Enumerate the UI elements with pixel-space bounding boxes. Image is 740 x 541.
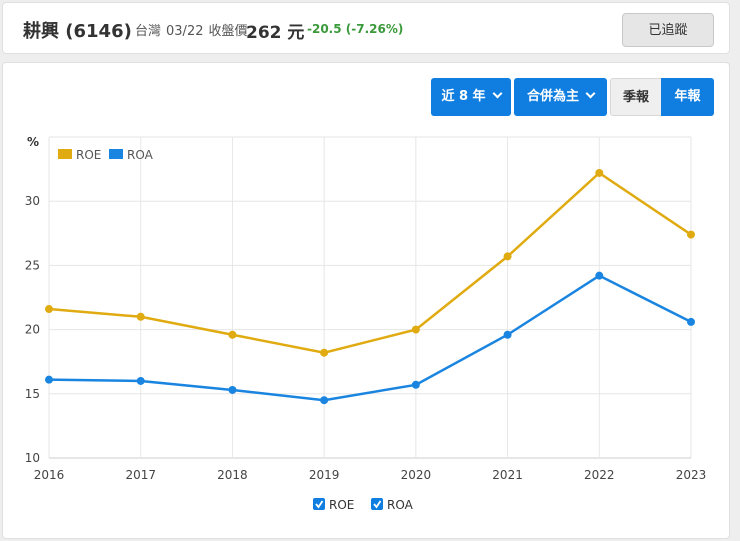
follow-button[interactable]: 已追蹤 xyxy=(622,13,714,47)
roe-series-line xyxy=(48,171,692,354)
roa-legend-swatch xyxy=(109,149,123,159)
closing-price: 262 元 xyxy=(246,23,305,43)
roa-data-point[interactable] xyxy=(503,330,512,339)
stock-header: 耕興 (6146) 台灣 03/22 收盤價 262 元 -20.5 (-7.26%… xyxy=(2,2,730,54)
roe-data-point[interactable] xyxy=(687,230,695,239)
x-tick-label: 2018 xyxy=(217,468,248,482)
roe-data-point[interactable] xyxy=(45,305,53,314)
quarterly-tab[interactable]: 季報 xyxy=(610,78,662,116)
roe-data-point[interactable] xyxy=(136,312,145,321)
roa-data-point[interactable] xyxy=(595,271,604,280)
roa-data-point[interactable] xyxy=(228,385,237,394)
roe-data-point[interactable] xyxy=(320,348,329,357)
consolidation-label: 合併為主 xyxy=(526,89,579,104)
market-label: 台灣 xyxy=(135,24,162,39)
y-tick-label: 30 xyxy=(25,194,40,208)
y-tick-label: 25 xyxy=(25,258,40,272)
x-tick-label: 2021 xyxy=(492,468,523,482)
roa-series-line xyxy=(48,274,692,402)
checkbox-box[interactable] xyxy=(371,498,383,510)
roe-toggle-checkbox[interactable]: ROE xyxy=(313,498,354,512)
roe-data-point[interactable] xyxy=(228,330,237,339)
stock-name: 耕興 (6146) xyxy=(23,21,132,42)
roe-data-point[interactable] xyxy=(411,325,420,334)
roe-data-point[interactable] xyxy=(595,168,604,177)
price-date: 03/22 xyxy=(166,24,204,39)
price-change: -20.5 (-7.26%) xyxy=(307,22,404,36)
checkmark-icon xyxy=(315,500,324,509)
checkbox-box[interactable] xyxy=(313,498,325,510)
roa-toggle-checkbox[interactable]: ROA xyxy=(371,498,414,512)
checkmark-icon xyxy=(373,500,382,509)
x-tick-label: 2023 xyxy=(676,468,707,482)
y-axis-unit: % xyxy=(27,135,39,149)
roa-data-point[interactable] xyxy=(45,375,53,384)
roe-legend-swatch xyxy=(58,149,72,159)
roe-toggle-label: ROE xyxy=(329,498,354,512)
x-tick-label: 2016 xyxy=(34,468,65,482)
consolidation-dropdown[interactable]: 合併為主 xyxy=(514,78,607,116)
y-tick-label: 20 xyxy=(25,323,40,337)
period-label: 近 8 年 xyxy=(441,89,486,104)
y-tick-label: 15 xyxy=(25,387,40,401)
price-label: 收盤價 xyxy=(208,24,248,39)
roe-data-point[interactable] xyxy=(503,252,512,261)
roa-data-point[interactable] xyxy=(136,376,145,385)
x-tick-label: 2022 xyxy=(584,468,615,482)
roa-legend-label: ROA xyxy=(127,148,154,162)
roa-data-point[interactable] xyxy=(411,380,420,389)
annual-tab[interactable]: 年報 xyxy=(661,78,714,116)
price-info: 台灣 03/22 收盤價 xyxy=(135,20,248,39)
x-tick-label: 2019 xyxy=(309,468,340,482)
x-tick-label: 2020 xyxy=(401,468,432,482)
y-tick-label: 10 xyxy=(25,451,40,465)
roa-data-point[interactable] xyxy=(687,317,695,326)
roa-toggle-label: ROA xyxy=(387,498,414,512)
x-tick-label: 2017 xyxy=(125,468,156,482)
period-dropdown[interactable]: 近 8 年 xyxy=(431,78,511,116)
chart-card: 近 8 年 合併為主 季報 年報 xyxy=(2,62,730,539)
roa-data-point[interactable] xyxy=(320,396,329,405)
roe-legend-label: ROE xyxy=(76,148,101,162)
